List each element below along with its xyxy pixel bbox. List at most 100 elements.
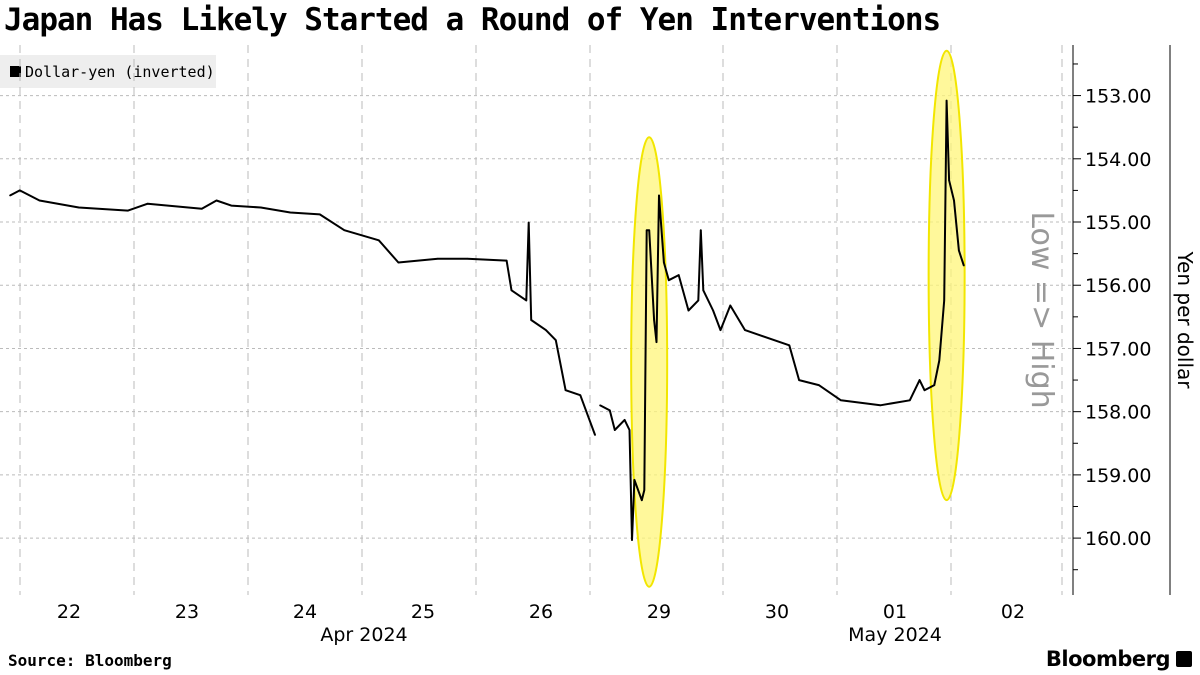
data-point [545, 329, 547, 331]
data-point [719, 329, 722, 331]
y-tick-label: 153.00 [1085, 86, 1151, 108]
data-point [668, 279, 670, 281]
data-point [436, 257, 439, 260]
y-tick-label: 159.00 [1085, 465, 1151, 487]
x-tick-label: 02 [1001, 601, 1025, 623]
data-point [918, 379, 921, 381]
data-point [963, 264, 965, 267]
data-point [640, 499, 643, 501]
legend-swatch [10, 66, 21, 77]
x-tick-label: 22 [57, 601, 81, 623]
data-point [466, 257, 469, 260]
data-point [554, 339, 557, 342]
data-point [697, 299, 700, 302]
data-point [289, 211, 292, 214]
data-point [699, 229, 702, 232]
data-point [633, 479, 636, 481]
data-point [599, 404, 601, 407]
data-point [9, 194, 11, 197]
legend-label: Dollar-yen (inverted) [25, 62, 215, 81]
data-point [510, 289, 513, 292]
x-tick-label: 24 [293, 601, 317, 623]
data-point [623, 419, 626, 421]
data-point [677, 274, 680, 276]
data-point [653, 319, 655, 321]
data-point [38, 199, 41, 202]
data-point [609, 409, 611, 412]
data-point [840, 399, 842, 402]
data-point [663, 261, 665, 264]
data-point [628, 429, 631, 431]
data-point [817, 384, 820, 386]
highlight-ellipse [927, 49, 966, 502]
data-point [943, 299, 945, 302]
data-point [318, 213, 321, 216]
x-tick-label: 23 [175, 601, 199, 623]
data-point [687, 309, 690, 312]
bloomberg-logo: Bloomberg [1046, 647, 1192, 671]
x-tick-label: 30 [765, 601, 789, 623]
bloomberg-terminal-icon [1176, 651, 1192, 667]
data-point [377, 239, 380, 242]
data-point [564, 389, 567, 391]
legend: Dollar-yen (inverted) [0, 55, 216, 88]
data-point [655, 341, 658, 343]
data-point [712, 309, 714, 312]
x-group-label: May 2024 [848, 624, 942, 646]
data-point [938, 359, 941, 362]
data-point [945, 99, 948, 102]
data-point [343, 229, 346, 232]
brand-text: Bloomberg [1045, 647, 1171, 671]
y-tick-label: 160.00 [1085, 528, 1151, 550]
y-axis-label: Yen per dollar [1173, 250, 1197, 389]
data-point [397, 261, 400, 264]
data-point [744, 329, 746, 331]
low-high-annotation: Low => High [1024, 211, 1059, 408]
x-tick-label: 01 [883, 601, 907, 623]
data-point [594, 434, 596, 436]
data-point [798, 379, 800, 381]
y-tick-label: 158.00 [1085, 402, 1151, 424]
data-point [702, 289, 705, 292]
x-tick-label: 29 [647, 601, 671, 623]
data-point [948, 179, 950, 182]
data-point [658, 194, 660, 197]
data-point [19, 189, 21, 192]
x-group-label: Apr 2024 [320, 624, 407, 646]
data-point [645, 229, 648, 232]
x-tick-label: 26 [529, 601, 553, 623]
data-point [933, 384, 936, 386]
y-tick-label: 154.00 [1085, 149, 1151, 171]
data-point [215, 199, 218, 202]
data-point [729, 304, 732, 307]
data-point [78, 206, 80, 209]
y-tick-label: 155.00 [1085, 212, 1151, 234]
data-point [953, 199, 955, 202]
data-point [505, 259, 508, 262]
data-point [127, 209, 129, 212]
highlight-ellipse [630, 136, 669, 588]
data-point [958, 249, 960, 252]
data-point [643, 489, 646, 491]
data-point [908, 399, 911, 402]
y-tick-label: 156.00 [1085, 275, 1151, 297]
chart-title: Japan Has Likely Started a Round of Yen … [4, 2, 941, 38]
data-point [146, 202, 149, 205]
x-tick-label: 25 [411, 601, 435, 623]
data-point [788, 344, 791, 347]
data-point [631, 539, 633, 541]
data-point [758, 334, 761, 336]
data-point [530, 319, 532, 321]
data-point [230, 204, 233, 207]
data-point [648, 229, 650, 232]
data-point [200, 207, 203, 210]
data-point [923, 389, 926, 391]
data-point [613, 429, 616, 431]
data-point [259, 206, 262, 209]
data-point [579, 394, 582, 397]
y-tick-label: 157.00 [1085, 338, 1151, 360]
series-line-dollar-yen [9, 99, 965, 541]
source-note: Source: Bloomberg [8, 651, 172, 670]
data-point [879, 404, 882, 407]
